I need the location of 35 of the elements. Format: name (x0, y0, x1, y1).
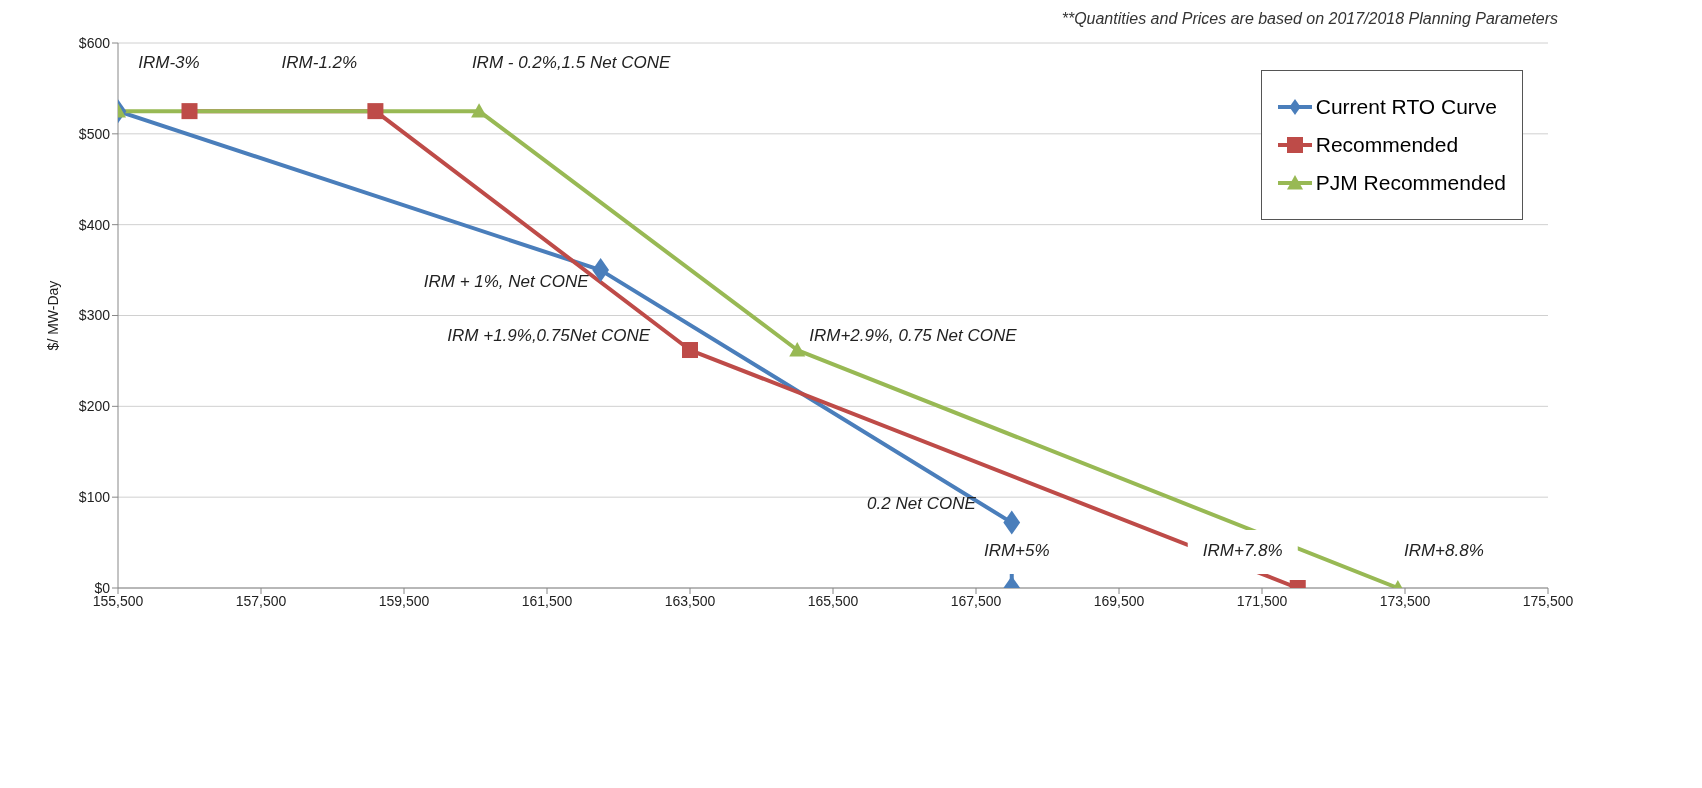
legend-label: Current RTO Curve (1315, 95, 1498, 119)
annotation: IRM-1.2% (281, 52, 358, 72)
point (367, 103, 384, 120)
y-tick-label: $400 (78, 216, 111, 233)
x-tick-label: 159,500 (378, 592, 430, 609)
annotation: IRM-3% (138, 52, 200, 72)
y-tick-label: $300 (78, 307, 111, 324)
annotation: IRM+2.9%, 0.75 Net CONE (809, 325, 1018, 345)
x-tick-label: 175,500 (1522, 592, 1574, 609)
y-tick-label: $200 (78, 398, 111, 415)
x-tick-label: 167,500 (950, 592, 1002, 609)
legend-label: Recommended (1315, 133, 1459, 157)
x-tick-label: 169,500 (1093, 592, 1145, 609)
x-tick-label: 165,500 (807, 592, 859, 609)
point (181, 103, 198, 120)
x-tick-label: 157,500 (235, 592, 287, 609)
x-tick-label: 163,500 (664, 592, 716, 609)
legend-label: PJM Recommended (1315, 171, 1506, 195)
y-tick-label: $600 (78, 34, 111, 51)
annotation: IRM+7.8% (1202, 541, 1283, 561)
x-tick-label: 171,500 (1236, 592, 1288, 609)
annotation: IRM+5% (983, 541, 1050, 561)
y-tick-label: $100 (78, 489, 111, 506)
y-tick-label: $500 (78, 125, 111, 142)
annotation: 0.2 Net CONE (867, 494, 977, 514)
annotation: IRM +1.9%,0.75Net CONE (447, 325, 651, 345)
annotation: IRM - 0.2%,1.5 Net CONE (471, 52, 671, 72)
annotation: IRM+8.8% (1403, 541, 1484, 561)
x-tick-label: 173,500 (1379, 592, 1431, 609)
point (789, 342, 806, 357)
y-tick-label: $0 (94, 579, 111, 596)
y-axis-title: $/ MW-Day (44, 280, 61, 351)
text: **Quantities and Prices are based on 2017/2018 Planning Parameters (1061, 10, 1558, 28)
annotation: IRM + 1%, Net CONE (423, 271, 590, 291)
x-tick-label: 161,500 (521, 592, 573, 609)
